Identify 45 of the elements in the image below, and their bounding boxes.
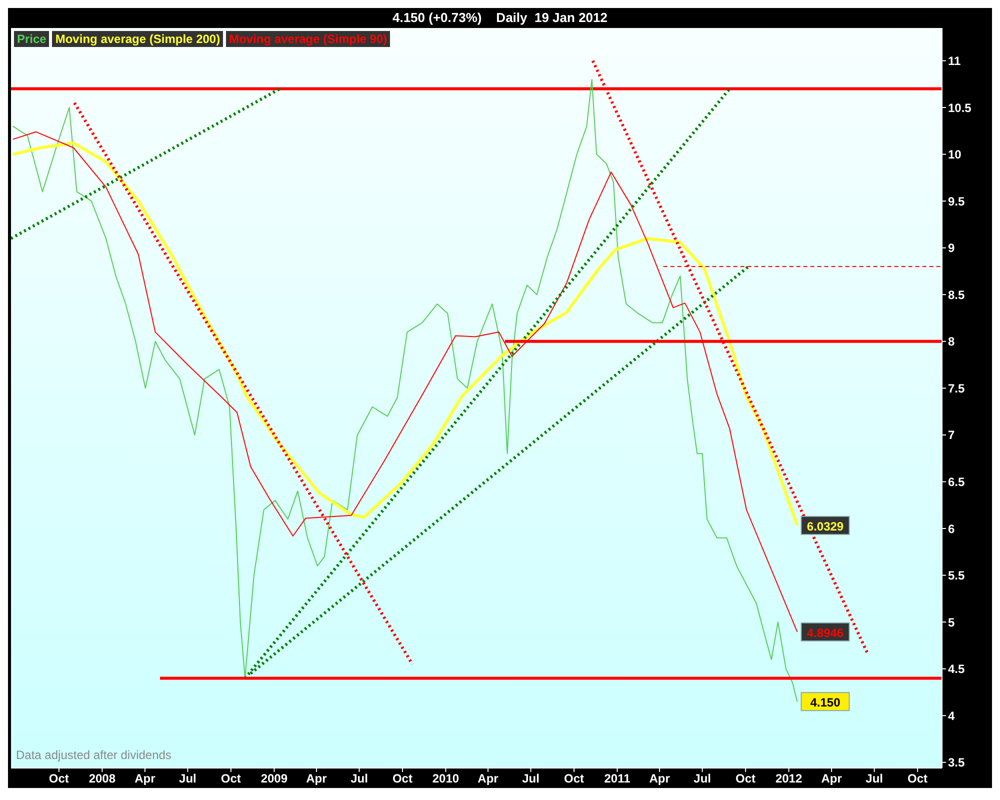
text: Price	[14, 31, 50, 47]
x-tick-label: Apr	[478, 772, 499, 786]
text: Moving average (Simple 90)	[226, 31, 390, 47]
x-tick-label: Oct	[908, 772, 928, 786]
y-tick-label: 3.5	[948, 756, 966, 770]
x-tick-label: Oct	[392, 772, 412, 786]
x-tick-label: 2012	[775, 772, 802, 786]
data-label: 6.0329	[806, 519, 844, 534]
y-tick-label: 5	[948, 615, 955, 630]
y-tick-label: 4.5	[948, 662, 966, 676]
x-tick-label: Jul	[866, 772, 883, 786]
y-tick-label: 10	[948, 148, 962, 162]
x-tick-label: 2010	[432, 772, 460, 786]
x-tick-label: Apr	[821, 772, 842, 786]
x-tick-label: Jul	[179, 772, 196, 786]
y-tick-label: 7.5	[948, 381, 966, 396]
y-tick-label: 6	[948, 522, 955, 536]
x-tick-label: Apr	[649, 772, 670, 786]
x-tick-label: 2009	[260, 772, 288, 786]
y-tick-label: 10.5	[948, 100, 972, 115]
annotation: Data adjusted after dividends	[16, 748, 172, 762]
y-tick-label: 6.5	[948, 474, 966, 489]
data-label: 4.150	[810, 696, 841, 710]
y-tick-label: 4	[948, 708, 955, 723]
x-tick-label: Jul	[350, 772, 368, 786]
y-tick-label: 8.5	[948, 288, 966, 302]
y-tick-label: 9.5	[948, 194, 966, 208]
data-label: 4.8946	[806, 626, 844, 640]
y-tick-label: 8	[948, 334, 955, 349]
x-tick-label: Apr	[134, 772, 156, 786]
x-tick-label: 2011	[604, 772, 631, 786]
x-tick-label: Jul	[694, 772, 711, 786]
chart-title: 4.150 (+0.73%) Daily 19 Jan 2012	[391, 9, 608, 27]
y-tick-label: 11	[948, 54, 962, 68]
x-tick-label: Jul	[522, 772, 540, 786]
x-tick-label: Oct	[48, 772, 69, 786]
y-tick-label: 9	[948, 241, 955, 256]
text: Moving average (Simple 200)	[52, 31, 224, 47]
x-tick-label: Apr	[306, 772, 328, 786]
x-tick-label: Oct	[220, 772, 241, 786]
x-tick-label: Oct	[564, 772, 584, 786]
y-tick-label: 5.5	[948, 568, 966, 583]
y-tick-label: 7	[948, 428, 955, 442]
x-tick-label: Oct	[736, 772, 756, 786]
x-tick-label: 2008	[88, 772, 116, 786]
